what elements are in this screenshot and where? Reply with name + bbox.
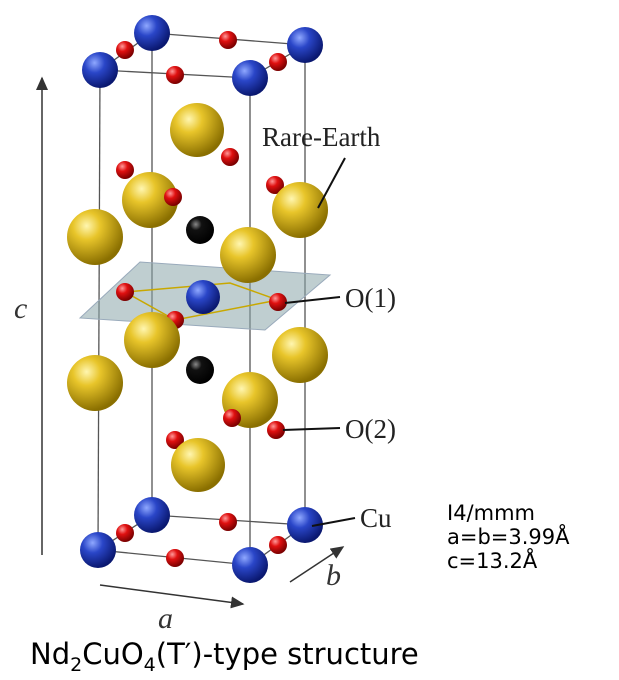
axis-label: b bbox=[326, 559, 341, 592]
caption: Nd2CuO4(T′)-type structure bbox=[30, 637, 419, 676]
caption-part: CuO bbox=[82, 637, 143, 671]
space-group: I4/mmm bbox=[447, 501, 535, 525]
caption-part: (T′)-type structure bbox=[156, 637, 419, 671]
atom-label: O(2) bbox=[345, 414, 396, 444]
atom-label: Rare-Earth bbox=[262, 122, 381, 152]
lattice-param: c=13.2Å bbox=[447, 547, 538, 573]
caption-subscript: 4 bbox=[144, 654, 156, 676]
axis-label: a bbox=[158, 602, 173, 635]
axis-label: c bbox=[14, 292, 27, 325]
structure-diagram: c a b Rare-Earth O(1) O(2) Cu I4/mmm a=b… bbox=[0, 0, 619, 680]
atom-label: Cu bbox=[360, 503, 392, 533]
caption-subscript: 2 bbox=[70, 654, 82, 676]
atom-label: O(1) bbox=[345, 283, 396, 313]
leader-line bbox=[283, 428, 340, 430]
leader-line bbox=[318, 158, 345, 208]
caption-part: Nd bbox=[30, 637, 70, 671]
lattice-param: a=b=3.99Å bbox=[447, 523, 570, 549]
